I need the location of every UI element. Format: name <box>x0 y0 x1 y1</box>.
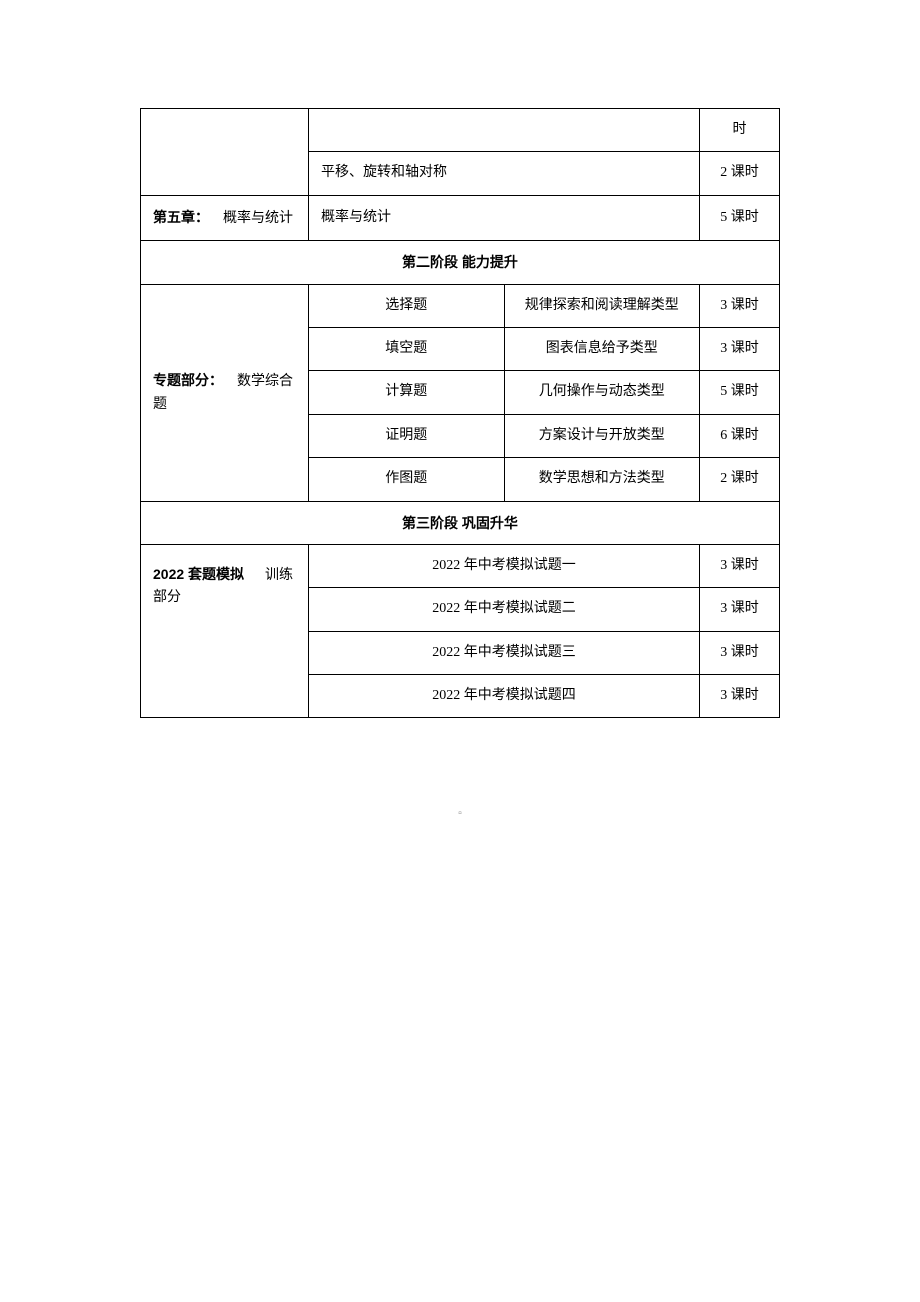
cell-subtype: 选择题 <box>309 284 505 327</box>
table-row: 时 <box>141 109 780 152</box>
section-header: 第三阶段 巩固升华 <box>141 501 780 544</box>
cell-description: 数学思想和方法类型 <box>504 458 700 501</box>
cell-description: 方案设计与开放类型 <box>504 414 700 457</box>
table-row: 专题部分： 数学综合题 选择题 规律探索和阅读理解类型 3 课时 <box>141 284 780 327</box>
cell-content: 平移、旋转和轴对称 <box>309 152 700 195</box>
cell-content: 2022 年中考模拟试题三 <box>309 631 700 674</box>
cell-description: 几何操作与动态类型 <box>504 371 700 414</box>
cell-hours: 3 课时 <box>700 675 780 718</box>
cell-hours: 5 课时 <box>700 371 780 414</box>
cell-hours: 3 课时 <box>700 327 780 370</box>
cell-description: 图表信息给予类型 <box>504 327 700 370</box>
cell-topic-label: 专题部分： 数学综合题 <box>141 284 309 501</box>
cell-subtype: 证明题 <box>309 414 505 457</box>
cell-hours: 时 <box>700 109 780 152</box>
cell-chapter-label: 第五章： 概率与统计 <box>141 195 309 240</box>
table-row: 第五章： 概率与统计 概率与统计 5 课时 <box>141 195 780 240</box>
cell-hours: 3 课时 <box>700 284 780 327</box>
cell-hours: 3 课时 <box>700 588 780 631</box>
section-header: 第二阶段 能力提升 <box>141 241 780 284</box>
cell-hours: 3 课时 <box>700 544 780 587</box>
label-bold: 专题部分： <box>153 372 223 388</box>
cell-content: 2022 年中考模拟试题四 <box>309 675 700 718</box>
label-rest: 概率与统计 <box>223 211 293 226</box>
section-header-row: 第二阶段 能力提升 <box>141 241 780 284</box>
cell-subtype: 作图题 <box>309 458 505 501</box>
cell-hours: 2 课时 <box>700 152 780 195</box>
cell-content: 概率与统计 <box>309 195 700 240</box>
cell-hours: 2 课时 <box>700 458 780 501</box>
cell-content <box>309 109 700 152</box>
cell-subtype: 填空题 <box>309 327 505 370</box>
cell-content: 2022 年中考模拟试题一 <box>309 544 700 587</box>
schedule-table: 时 平移、旋转和轴对称 2 课时 第五章： 概率与统计 概率与统计 5 课时 第… <box>140 108 780 718</box>
label-bold: 2022 套题模拟 <box>153 566 244 582</box>
cell-hours: 6 课时 <box>700 414 780 457</box>
cell-hours: 5 课时 <box>700 195 780 240</box>
cell-blank <box>141 109 309 196</box>
cell-content: 2022 年中考模拟试题二 <box>309 588 700 631</box>
footer-marker: ▫ <box>140 808 780 819</box>
cell-mock-label: 2022 套题模拟 训练部分 <box>141 544 309 718</box>
cell-hours: 3 课时 <box>700 631 780 674</box>
label-bold: 第五章： <box>153 209 209 225</box>
table-row: 2022 套题模拟 训练部分 2022 年中考模拟试题一 3 课时 <box>141 544 780 587</box>
cell-subtype: 计算题 <box>309 371 505 414</box>
cell-description: 规律探索和阅读理解类型 <box>504 284 700 327</box>
section-header-row: 第三阶段 巩固升华 <box>141 501 780 544</box>
